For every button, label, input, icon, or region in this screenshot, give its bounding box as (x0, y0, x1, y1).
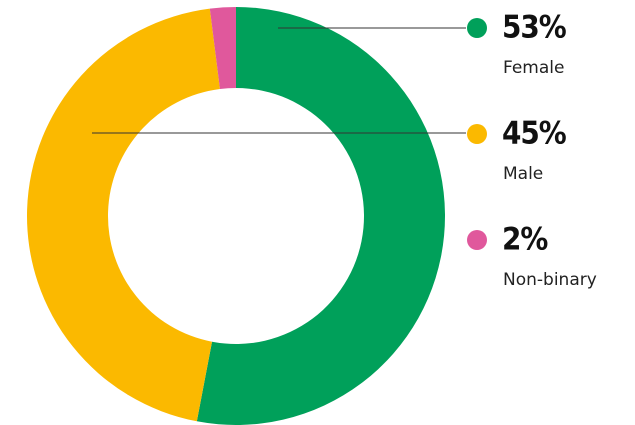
donut-segment (27, 8, 220, 422)
legend-swatch (467, 124, 487, 144)
value-label: 53% (502, 10, 567, 46)
value-label: 45% (502, 116, 567, 152)
donut-segment (196, 7, 446, 425)
value-label: 2% (502, 222, 548, 258)
donut-segment (209, 7, 236, 90)
legend: 53% Female 45% Male 2% Non-binary (467, 10, 597, 290)
legend-swatch (467, 18, 487, 38)
legend-label: Male (503, 164, 543, 184)
donut (27, 7, 446, 425)
legend-swatch (467, 230, 487, 250)
legend-label: Female (503, 58, 564, 78)
legend-label: Non-binary (503, 270, 597, 290)
